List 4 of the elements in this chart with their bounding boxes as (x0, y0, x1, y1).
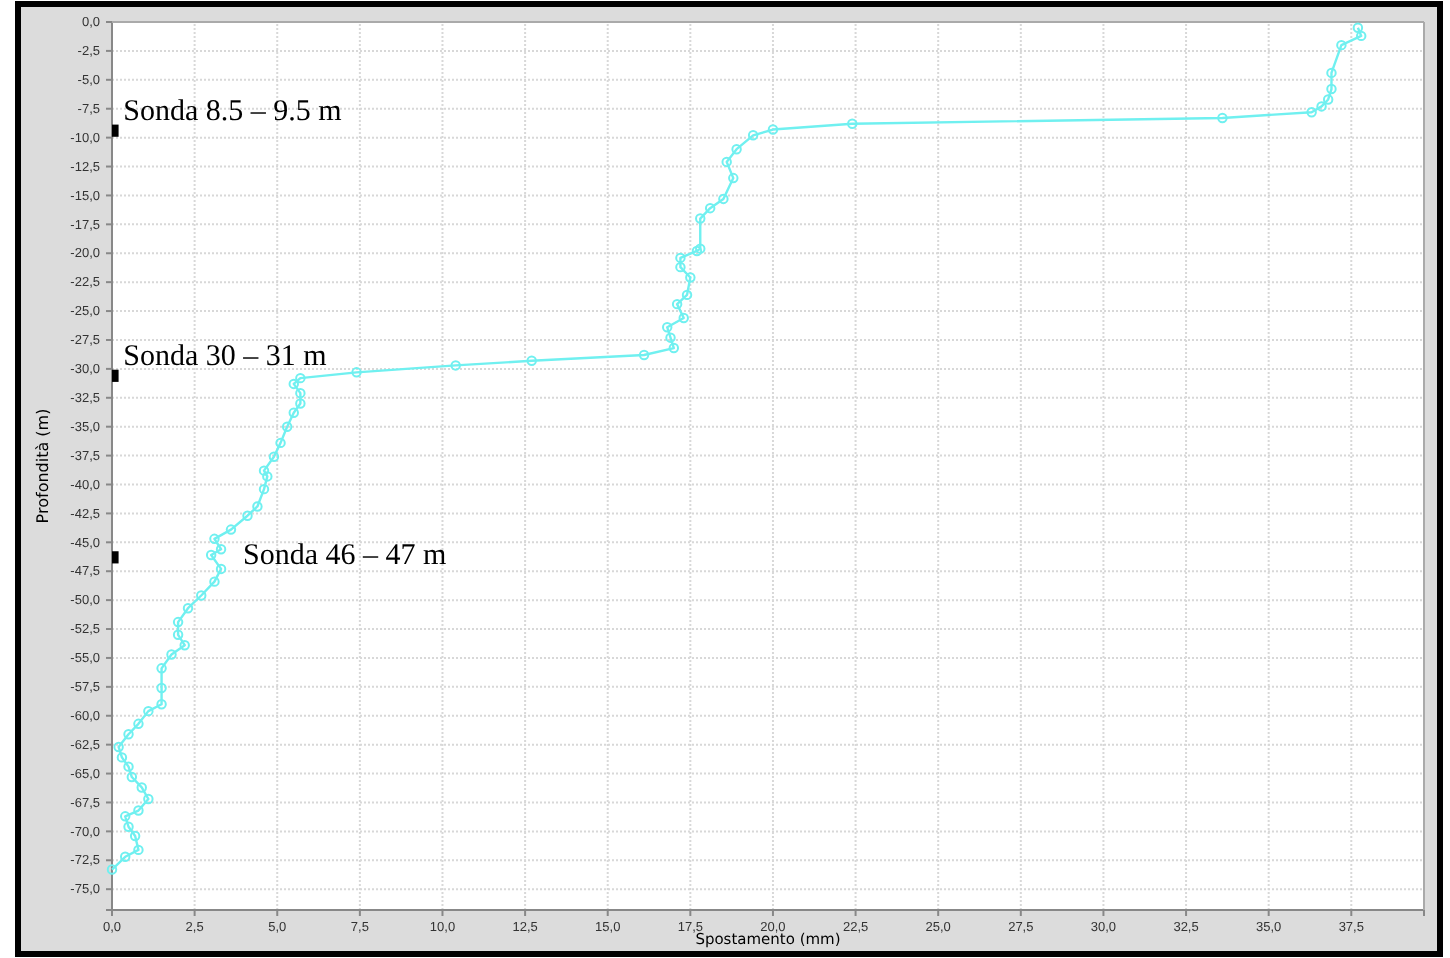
annotation: Sonda 8.5 – 9.5 m (123, 95, 343, 128)
y-axis-title: Profondità (m) (34, 408, 52, 524)
annotation: Sonda 46 – 47 m (242, 540, 447, 573)
annotation: Sonda 30 – 31 m (123, 340, 328, 373)
